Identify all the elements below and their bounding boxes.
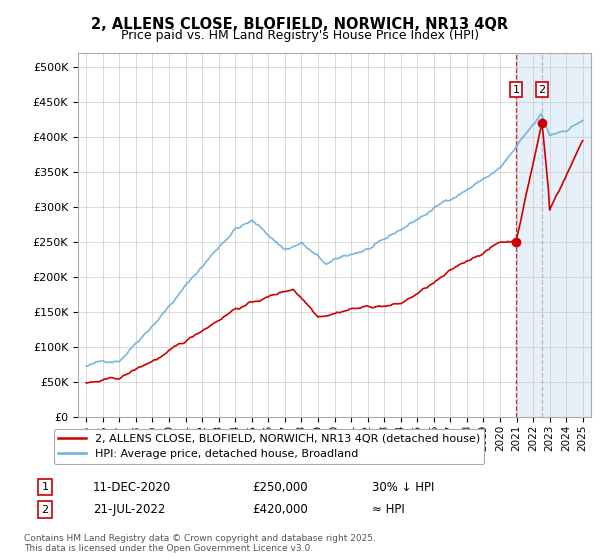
Text: 2: 2 [538, 85, 545, 95]
Text: 1: 1 [41, 482, 49, 492]
Text: Contains HM Land Registry data © Crown copyright and database right 2025.
This d: Contains HM Land Registry data © Crown c… [24, 534, 376, 553]
Text: £250,000: £250,000 [252, 480, 308, 494]
Text: 2: 2 [41, 505, 49, 515]
Text: 11-DEC-2020: 11-DEC-2020 [93, 480, 171, 494]
Text: 30% ↓ HPI: 30% ↓ HPI [372, 480, 434, 494]
Text: Price paid vs. HM Land Registry's House Price Index (HPI): Price paid vs. HM Land Registry's House … [121, 29, 479, 42]
Text: ≈ HPI: ≈ HPI [372, 503, 405, 516]
Text: 21-JUL-2022: 21-JUL-2022 [93, 503, 166, 516]
Text: £420,000: £420,000 [252, 503, 308, 516]
Text: 1: 1 [512, 85, 520, 95]
Bar [516, 53, 591, 417]
Text: 2, ALLENS CLOSE, BLOFIELD, NORWICH, NR13 4QR: 2, ALLENS CLOSE, BLOFIELD, NORWICH, NR13… [91, 17, 509, 32]
Legend: 2, ALLENS CLOSE, BLOFIELD, NORWICH, NR13 4QR (detached house), HPI: Average pric: 2, ALLENS CLOSE, BLOFIELD, NORWICH, NR13… [53, 430, 484, 464]
